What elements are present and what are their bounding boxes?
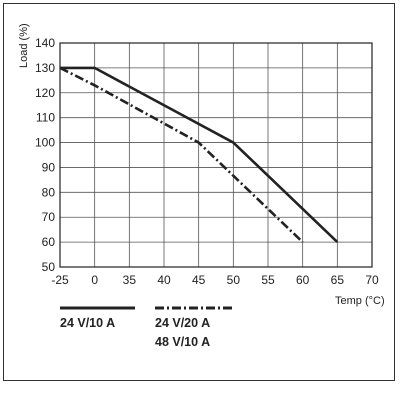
series-line-2 [59,66,304,244]
tick-labels: -25 0 35 40 45 50 55 60 65 70 50 60 70 80 90 100 110 120 1… [35,36,379,287]
legend-label-series-2-line-1: 24 V/20 A [155,316,210,330]
y-tick-label: 110 [36,111,55,125]
grid [59,42,373,268]
y-tick-label: 120 [35,86,55,100]
y-tick-label: 140 [35,36,55,50]
series-line-1 [60,66,339,244]
series-lines [59,66,339,244]
x-tick-label: -25 [51,273,69,287]
axes [59,42,373,268]
x-axis-label: Temp (°C) [335,295,385,307]
legend-label-series-2-line-2: 48 V/10 A [155,335,210,349]
y-tick-label: 80 [42,185,56,199]
plot-border [59,42,373,268]
x-tick-label: 60 [296,273,310,287]
x-tick-label: 40 [157,273,171,287]
x-tick-label: 55 [261,273,275,287]
legend-label-series-1: 24 V/10 A [60,316,115,330]
y-tick-label: 60 [42,235,56,249]
x-tick-label: 45 [192,273,206,287]
y-tick-label: 130 [35,61,55,75]
x-tick-label: 0 [91,273,98,287]
y-tick-label: 100 [35,136,55,150]
y-axis-label: Load (%) [18,23,30,68]
x-tick-label: 35 [123,273,137,287]
x-tick-label: 50 [227,273,241,287]
legend: 24 V/10 A 24 V/20 A 48 V/10 A [60,306,232,349]
x-tick-label: 65 [331,273,345,287]
y-tick-label: 70 [42,210,56,224]
x-tick-label: 70 [365,273,379,287]
y-tick-label: 50 [42,260,56,274]
y-tick-label: 90 [42,160,56,174]
